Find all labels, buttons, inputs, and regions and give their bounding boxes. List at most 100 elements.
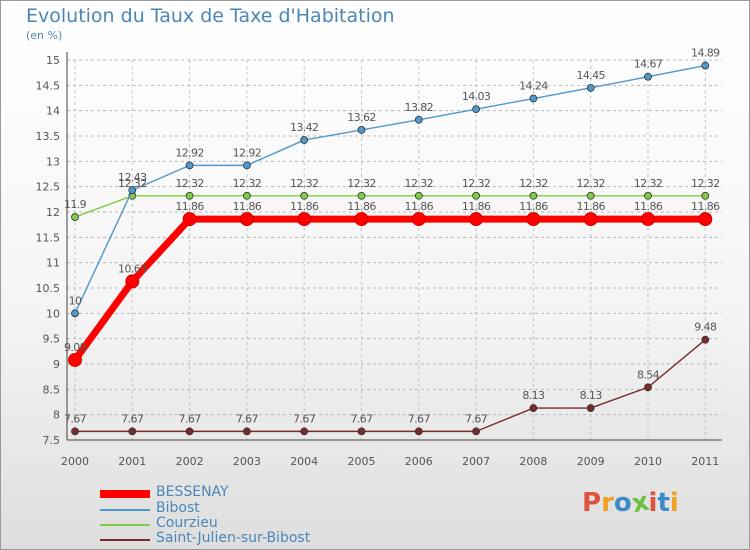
data-point-bibost: [472, 105, 481, 114]
logo-letter: i: [669, 488, 679, 518]
data-point-saint-julien-sur-bibost: [71, 427, 79, 436]
y-tick-label: 13: [46, 155, 60, 168]
data-label-courzieu: 12.32: [347, 177, 376, 190]
data-label-courzieu: 12.32: [634, 177, 663, 190]
data-point-courzieu: [300, 191, 309, 200]
data-label-bibost: 13.42: [290, 121, 319, 134]
data-point-saint-julien-sur-bibost: [357, 427, 366, 436]
x-tick-label: 2002: [176, 455, 204, 468]
y-tick-label: 8: [53, 409, 60, 422]
y-tick-label: 14.5: [36, 79, 61, 92]
data-point-bessenay: [354, 212, 369, 227]
data-point-bibost: [644, 72, 652, 81]
data-label-saint-julien-sur-bibost: 7.67: [408, 412, 431, 425]
data-label-saint-julien-sur-bibost: 7.67: [121, 412, 144, 425]
data-label-bessenay: 9.08: [64, 341, 87, 354]
data-point-bibost: [300, 136, 309, 144]
x-tick-label: 2008: [519, 455, 547, 468]
data-point-courzieu: [357, 191, 366, 200]
data-label-bessenay: 11.86: [462, 200, 491, 213]
data-label-saint-julien-sur-bibost: 7.67: [236, 412, 259, 425]
data-point-saint-julien-sur-bibost: [300, 427, 309, 436]
series-line-bibost: [74, 64, 706, 315]
data-point-bessenay: [68, 352, 82, 367]
data-point-courzieu: [644, 191, 652, 200]
logo-letter: i: [648, 488, 658, 518]
data-label-bessenay: 11.86: [290, 200, 319, 213]
y-tick-label: 14: [46, 105, 60, 118]
data-point-saint-julien-sur-bibost: [586, 404, 595, 412]
data-label-bibost: 12.92: [175, 146, 204, 159]
x-tick-label: 2009: [577, 455, 605, 468]
data-label-courzieu: 12.32: [405, 177, 434, 190]
series-line-bessenay: [71, 215, 709, 364]
data-label-saint-julien-sur-bibost: 8.13: [522, 389, 545, 402]
legend-label-courzieu: Courzieu: [156, 515, 218, 531]
data-point-courzieu: [529, 191, 538, 200]
data-point-bessenay: [469, 212, 484, 227]
data-label-bibost: 14.03: [462, 90, 491, 103]
legend-item-bessenay: BESSENAY: [100, 484, 360, 501]
data-label-bibost: 13.62: [347, 111, 376, 124]
y-tick-label: 8.5: [43, 383, 61, 396]
data-label-courzieu: 12.32: [118, 177, 147, 190]
data-label-bessenay: 11.86: [175, 200, 204, 213]
data-label-courzieu: 12.32: [462, 177, 491, 190]
logo-letter: t: [657, 488, 670, 518]
legend-swatch-saint-julien: [100, 539, 150, 541]
legend-item-courzieu: Courzieu: [100, 515, 360, 532]
data-label-bibost: 12.43: [118, 171, 147, 184]
data-label-saint-julien-sur-bibost: 7.67: [179, 412, 202, 425]
data-label-saint-julien-sur-bibost: 7.67: [350, 412, 373, 425]
y-tick-label: 15: [46, 54, 60, 67]
data-label-saint-julien-sur-bibost: 7.67: [293, 412, 316, 425]
data-label-bessenay: 11.86: [634, 200, 663, 213]
data-point-courzieu: [472, 191, 481, 200]
data-point-bibost: [414, 115, 423, 124]
proxiti-logo: Proxiti: [582, 487, 679, 520]
data-point-courzieu: [701, 191, 710, 200]
data-label-bibost: 14.24: [519, 80, 548, 93]
data-point-bibost: [242, 161, 251, 170]
logo-letter: P: [582, 488, 602, 518]
data-label-courzieu: 12.32: [290, 177, 319, 190]
series-line-saint-julien-sur-bibost: [74, 338, 706, 433]
y-tick-label: 11.5: [36, 231, 61, 244]
legend-item-bibost: Bibost: [100, 500, 360, 517]
legend-label-saint-julien: Saint-Julien-sur-Bibost: [156, 530, 311, 546]
data-label-saint-julien-sur-bibost: 8.13: [580, 389, 603, 402]
data-point-bessenay: [583, 212, 598, 227]
data-point-bibost: [185, 161, 194, 170]
data-label-bessenay: 11.86: [519, 200, 548, 213]
y-tick-label: 7.5: [43, 434, 61, 447]
legend-swatch-bibost: [100, 509, 150, 511]
data-point-courzieu: [586, 191, 595, 200]
y-tick-label: 11: [46, 257, 60, 270]
y-tick-label: 9.5: [43, 333, 61, 346]
x-tick-label: 2004: [290, 455, 318, 468]
data-point-bibost: [701, 61, 710, 70]
legend-swatch-bessenay: [100, 490, 150, 498]
data-point-bessenay: [297, 212, 312, 227]
y-tick-label: 9: [53, 358, 60, 371]
x-tick-label: 2010: [634, 455, 662, 468]
data-label-courzieu: 12.32: [175, 177, 204, 190]
data-point-courzieu: [414, 191, 423, 200]
x-tick-label: 2001: [118, 455, 146, 468]
x-tick-label: 2011: [691, 455, 719, 468]
y-tick-label: 10.5: [36, 282, 61, 295]
data-point-saint-julien-sur-bibost: [414, 427, 423, 436]
x-tick-label: 2005: [348, 455, 376, 468]
logo-letter: r: [601, 488, 614, 518]
data-point-bibost: [128, 186, 137, 195]
data-label-bessenay: 11.86: [347, 200, 376, 213]
legend-swatch-courzieu: [100, 524, 150, 526]
data-label-bessenay: 10.63: [118, 262, 147, 275]
data-label-saint-julien-sur-bibost: 7.67: [465, 412, 488, 425]
data-point-bibost: [71, 309, 79, 318]
data-point-saint-julien-sur-bibost: [701, 335, 710, 344]
data-point-bibost: [586, 83, 595, 92]
y-tick-label: 12: [46, 206, 60, 219]
data-label-bessenay: 11.86: [576, 200, 605, 213]
